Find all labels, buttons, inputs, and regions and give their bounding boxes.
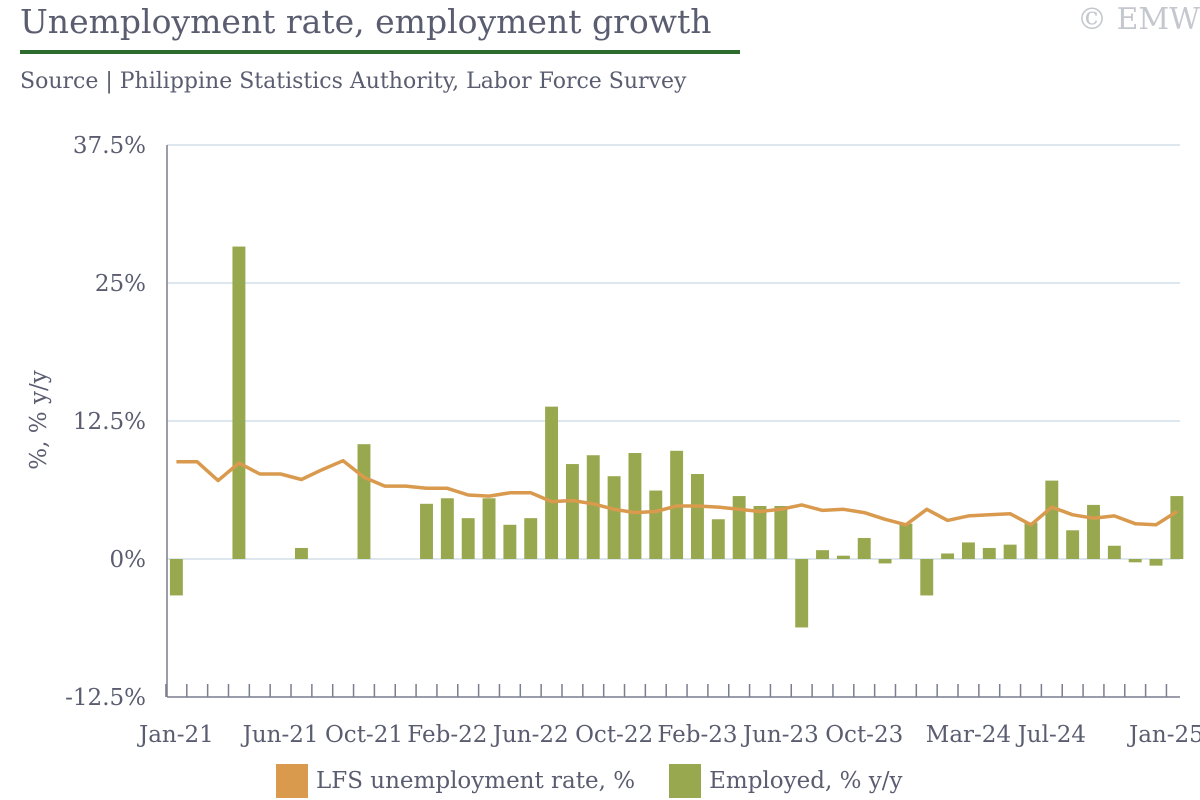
unemployment-line-group [176, 458, 1178, 527]
employed-bar [649, 490, 663, 559]
employed-bar [1066, 530, 1080, 559]
y-axis-label: %, % y/y [26, 370, 52, 469]
x-tick-label: Jun-22 [491, 722, 569, 748]
axes: 37.5%25%12.5%0%-12.5%Jan-21 Jun-21 Oct-21 F… [65, 133, 1200, 748]
chart-svg: 37.5%25%12.5%0%-12.5%Jan-21 Jun-21 Oct-21 F… [26, 133, 1200, 748]
employed-bar [1170, 496, 1184, 559]
legend-label-employed: Employed, % y/y [709, 768, 903, 794]
x-tick-label: Jan-21 [137, 722, 214, 748]
employed-bar [482, 498, 496, 559]
employed-bar [420, 503, 433, 559]
employed-bar [961, 542, 975, 559]
x-tick-label: Jun-23 [741, 722, 819, 748]
employed-bar [1149, 559, 1163, 566]
employed-bar [941, 553, 955, 559]
copyright-watermark: © EMW [1077, 2, 1200, 37]
employed-bar [294, 547, 308, 559]
legend: LFS unemployment rate, % Employed, % y/y [276, 764, 936, 798]
employed-bar [461, 518, 475, 559]
employed-bar [711, 519, 725, 559]
employed-bar [691, 473, 704, 559]
legend-item-employed: Employed, % y/y [669, 764, 902, 798]
employed-bar [732, 496, 746, 559]
employed-bar [816, 550, 829, 559]
employed-bar [774, 506, 788, 559]
employed-bar [440, 498, 454, 559]
employed-bars [169, 246, 1184, 628]
employed-bar [1024, 522, 1038, 559]
x-tick-label: Jul-24 [1016, 722, 1086, 748]
employed-bar [982, 547, 996, 559]
x-tick-label: Feb-22 [407, 722, 487, 748]
legend-swatch-unemployment [276, 764, 308, 798]
employed-bar [545, 406, 559, 559]
x-tick-label: Jun-21 [241, 722, 319, 748]
employed-bar [1107, 545, 1121, 559]
employed-bar [607, 476, 621, 559]
y-tick-label: 37.5% [73, 133, 146, 159]
x-tick-label: Oct-22 [575, 722, 653, 748]
employed-bar [169, 559, 183, 596]
employed-bar [899, 523, 913, 559]
title-underline [20, 50, 740, 54]
y-tick-label: 25% [95, 271, 146, 297]
employed-bar [524, 518, 538, 559]
legend-item-unemployment: LFS unemployment rate, % [276, 764, 635, 798]
employed-bar [586, 455, 600, 559]
employed-bar [795, 559, 809, 628]
employed-bar [565, 464, 579, 559]
y-tick-label: 12.5% [73, 409, 146, 435]
employed-bar [628, 453, 642, 559]
employed-bar [753, 506, 767, 559]
chart-subtitle: Source | Philippine Statistics Authority… [20, 69, 687, 94]
employed-bar [1003, 544, 1017, 559]
unemployment-line [176, 458, 1178, 527]
employed-bar [1128, 559, 1142, 563]
x-tick-label: Feb-23 [657, 722, 737, 748]
employed-bar [836, 555, 850, 559]
x-tick-label: Oct-21 [325, 722, 403, 748]
x-tick-label: Oct-23 [825, 722, 903, 748]
x-tick-label: Mar-24 [926, 722, 1011, 748]
employed-bar [878, 559, 892, 564]
y-tick-label: 0% [110, 547, 147, 573]
employed-bar [232, 246, 246, 559]
employed-bar [503, 524, 517, 559]
employed-bar [920, 559, 934, 596]
employed-bar [357, 444, 371, 559]
y-tick-label: -12.5% [65, 685, 146, 711]
legend-swatch-employed [669, 764, 702, 798]
legend-label-unemployment: LFS unemployment rate, % [316, 768, 636, 794]
chart-title: Unemployment rate, employment growth [20, 2, 712, 41]
employed-bar [857, 538, 871, 559]
employed-bar [1087, 504, 1100, 559]
employed-bar [1045, 480, 1059, 559]
x-tick-label: Jan-25 [1127, 722, 1200, 748]
